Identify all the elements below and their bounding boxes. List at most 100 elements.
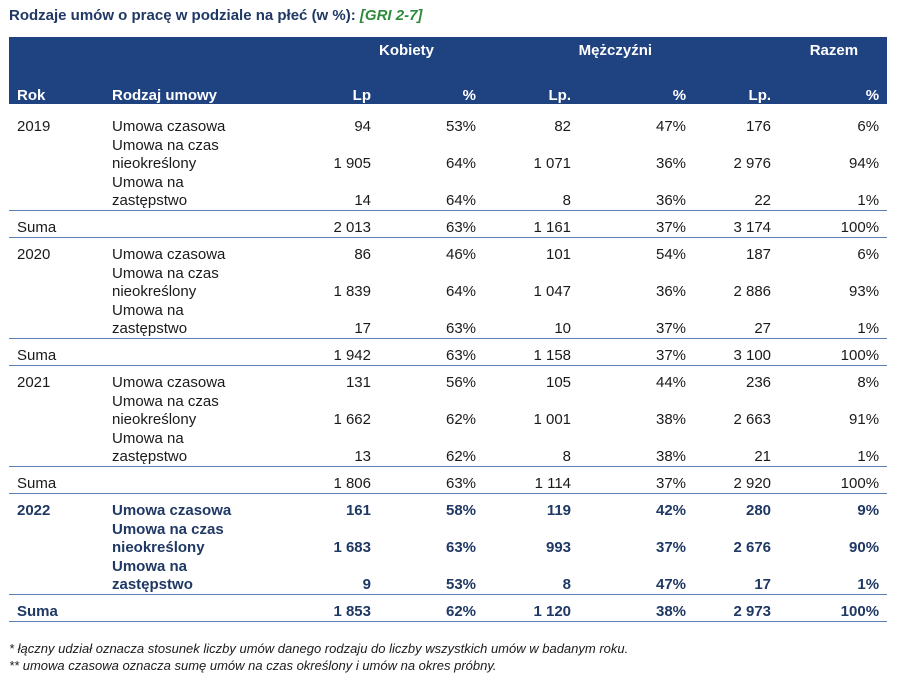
men-count: 119 (546, 502, 572, 519)
total-count: 2 976 (733, 155, 772, 172)
men-count: 82 (554, 118, 572, 135)
sum-empty (104, 338, 289, 366)
contract-type-line1: Umowa na czas (112, 521, 224, 538)
contract-type-cell: Umowa na zastępstwo (104, 301, 289, 339)
total-count: 22 (694, 173, 780, 211)
men-pct: 44% (656, 374, 687, 391)
women-count: 94 (354, 118, 371, 135)
contract-type-line2: nieokreślony (112, 539, 205, 556)
contract-type-line2: nieokreślony (112, 411, 197, 428)
table-row: Umowa na czas nieokreślony 1 662 62% 1 001 38… (9, 392, 887, 429)
sum-women-count: 1 806 (289, 466, 379, 494)
men-count: 1 047 (533, 283, 572, 300)
men-count: 8 (484, 429, 580, 467)
total-pct: 90% (849, 539, 880, 556)
sum-empty (104, 466, 289, 494)
year-cell: 2019 (17, 118, 51, 135)
men-pct: 38% (656, 411, 687, 428)
total-pct: 8% (857, 374, 880, 391)
sum-men-pct: 37% (579, 466, 695, 494)
contract-type-cell: Umowa czasowa (104, 110, 289, 136)
total-count: 17 (694, 557, 780, 595)
sum-men-count: 1 114 (484, 466, 580, 494)
table-row: 2020 Umowa czasowa 86 46% 101 54% 187 6% (9, 238, 887, 265)
women-pct: 62% (379, 429, 485, 467)
table-row: Umowa na zastępstwo 14 64% 8 36% 22 1% (9, 173, 888, 211)
women-count: 9 (289, 557, 379, 595)
sum-men-pct: 37% (579, 210, 695, 238)
gri-reference: [GRI 2-7] (359, 7, 423, 24)
women-pct: 64% (445, 283, 477, 300)
men-pct: 38% (579, 429, 695, 467)
table-row: Umowa na zastępstwo 17 63% 10 37% 27 1% (9, 301, 888, 339)
women-count: 1 905 (333, 155, 371, 172)
total-pct: 9% (857, 502, 880, 519)
year-block-2020: 2020 Umowa czasowa 86 46% 101 54% 187 6% Umowa n… (9, 238, 888, 366)
contract-type-line2: zastępstwo (112, 320, 188, 337)
header-kobiety-lp: Lp (289, 64, 379, 104)
year-cell: 2022 (17, 502, 51, 519)
year-cell (9, 520, 104, 557)
sum-row: Suma 1 853 62% 1 120 38% 2 973 100% (9, 594, 888, 622)
contract-type-line2: nieokreślony (112, 283, 197, 300)
year-block-2021: 2021 Umowa czasowa 131 56% 105 44% 236 8% Umowa … (9, 366, 888, 494)
women-count: 14 (289, 173, 379, 211)
contract-type-line1: Umowa na czas (112, 265, 219, 282)
sum-men-count: 1 158 (484, 338, 580, 366)
sum-total-count: 3 100 (694, 338, 780, 366)
header-kobiety-pct: % (379, 64, 485, 104)
sum-women-pct: 63% (379, 338, 485, 366)
women-count: 131 (345, 374, 371, 391)
men-count: 1 001 (533, 411, 572, 428)
women-pct: 64% (445, 155, 477, 172)
total-count: 2 676 (733, 539, 772, 556)
contract-type-cell: Umowa czasowa (104, 238, 289, 265)
women-count: 1 662 (333, 411, 371, 428)
sum-men-count: 1 161 (484, 210, 580, 238)
contract-type-line1: Umowa czasowa (112, 374, 226, 391)
header-razem-pct: % (779, 64, 888, 104)
total-count: 2 663 (733, 411, 772, 428)
contract-type-line1: Umowa czasowa (112, 246, 226, 263)
women-pct: 53% (379, 557, 485, 595)
total-pct: 1% (779, 429, 888, 467)
men-pct: 54% (656, 246, 687, 263)
men-count: 10 (484, 301, 580, 339)
sum-label: Suma (9, 466, 104, 494)
women-count: 161 (345, 502, 371, 519)
contract-type-line2: zastępstwo (112, 576, 193, 593)
year-cell (9, 136, 104, 173)
contracts-table-wrapper: Kobiety Mężczyźni Razem Rok Rodzaj umowy… (9, 37, 888, 622)
header-mezczyzni-lp: Lp. (484, 64, 580, 104)
sum-women-pct: 62% (379, 594, 485, 622)
contract-type-line1: Umowa na (112, 430, 184, 447)
year-cell: 2020 (17, 246, 51, 263)
women-count: 1 839 (333, 283, 371, 300)
men-count: 8 (484, 557, 580, 595)
sum-row: Suma 1 942 63% 1 158 37% 3 100 100% (9, 338, 888, 366)
contract-type-line1: Umowa na czas (112, 137, 219, 154)
header-razem-lp: Lp. (694, 64, 780, 104)
sum-total-count: 2 973 (694, 594, 780, 622)
total-count: 27 (694, 301, 780, 339)
total-count: 236 (746, 374, 772, 391)
table-row: 2021 Umowa czasowa 131 56% 105 44% 236 8% (9, 366, 887, 393)
women-pct: 46% (445, 246, 477, 263)
sum-label: Suma (9, 210, 104, 238)
contract-type-line1: Umowa czasowa (112, 118, 226, 135)
sum-women-pct: 63% (379, 210, 485, 238)
table-row: Umowa na czas nieokreślony 1 905 64% 1 071 36… (9, 136, 887, 173)
men-count: 105 (545, 374, 572, 391)
sum-total-count: 3 174 (694, 210, 780, 238)
women-count: 86 (354, 246, 371, 263)
women-count: 13 (289, 429, 379, 467)
men-pct: 37% (579, 301, 695, 339)
total-count: 187 (746, 246, 772, 263)
contract-type-cell: Umowa na czas nieokreślony (104, 264, 289, 301)
table-row: 2019 Umowa czasowa 94 53% 82 47% 176 6% (9, 110, 887, 136)
header-mezczyzni-pct: % (579, 64, 695, 104)
women-pct: 63% (379, 301, 485, 339)
sum-empty (104, 594, 289, 622)
contract-type-cell: Umowa na zastępstwo (104, 173, 289, 211)
women-pct: 56% (445, 374, 477, 391)
